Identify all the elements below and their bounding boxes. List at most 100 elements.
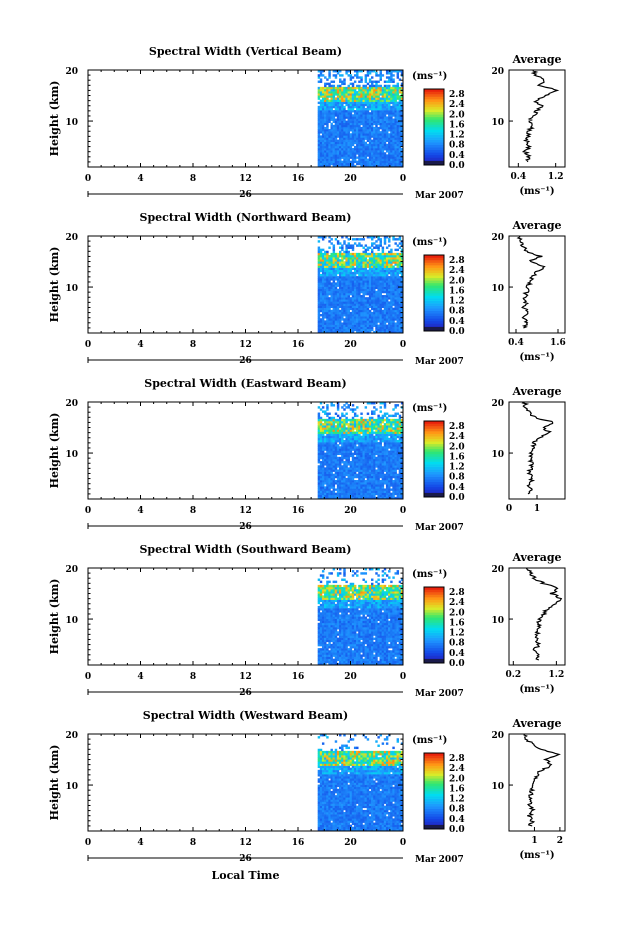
average-y-tick-label: 20 [491,565,504,575]
y-axis-label: Height (km) [48,579,61,655]
colorbar-swatch [424,642,444,646]
average-panel: Average 20 10 0.2 1.2 (ms⁻¹) [491,551,566,695]
average-title: Average [511,385,561,398]
colorbar-tick-label: 0.4 [449,483,465,493]
colorbar-tick-label: 2.8 [449,754,465,764]
colorbar-tick-label: 0.0 [449,659,465,669]
average-x-tick-label: 1.6 [550,338,566,348]
x-tick-label: 0 [400,340,406,350]
y-tick-label: 10 [65,616,78,626]
colorbar-tick-label: 2.0 [449,442,465,452]
colorbar-tick-label: 0.8 [449,805,465,815]
average-x-tick-label: 1.2 [549,670,565,680]
colorbar-frame [423,88,445,166]
colorbar-swatch [424,428,444,432]
colorbar-swatch [424,119,444,123]
colorbar-tick-label: 2.4 [449,100,465,110]
colorbar-swatch [424,453,444,457]
colorbar-swatch [424,780,444,784]
colorbar-swatch [424,456,444,460]
average-profile-line [516,235,546,329]
colorbar-swatch [424,466,444,470]
colorbar-tick-label: 1.2 [449,297,465,307]
colorbar-swatch [424,285,444,289]
colorbar-swatch [424,438,444,442]
y-tick-label: 20 [65,399,78,409]
x-tick-label: 20 [344,672,357,682]
colorbar-frame [423,254,445,332]
colorbar-tick-label: 1.6 [449,618,465,628]
colorbar-swatch [424,602,444,606]
colorbar-tick-label: 0.8 [449,141,465,151]
x-tick-label: 4 [137,672,143,682]
colorbar-tick-label: 1.2 [449,131,465,141]
colorbar-swatch [424,791,444,794]
colorbar-swatch [424,464,444,467]
colorbar-swatch [424,471,444,475]
colorbar-swatch [424,152,444,156]
average-frame [508,567,566,666]
colorbar-swatch [424,770,444,774]
average-x-tick-label: 1 [534,504,540,514]
colorbar-swatch [424,436,444,440]
x-tick-label: 16 [292,506,305,516]
colorbar-swatch [424,270,444,274]
colorbar-swatch [424,327,444,331]
average-x-tick-label: 1.2 [548,172,564,182]
colorbar-swatch [424,806,444,810]
colorbar-swatch [424,821,444,825]
colorbar-swatch [424,474,444,478]
colorbar-swatch [424,597,444,600]
colorbar-swatch [424,277,444,281]
colorbar-tick-label: 2.0 [449,110,465,120]
colorbar-swatch [424,760,444,764]
date-label: 26 [239,688,252,698]
colorbar-swatch [424,287,444,291]
colorbar-swatch [424,124,444,128]
x-tick-label: 0 [85,340,91,350]
average-y-tick-label: 10 [491,782,504,792]
average-x-tick-label: 0.4 [510,172,526,182]
heatmap-cells [317,236,404,334]
x-tick-label: 12 [239,838,252,848]
colorbar-swatch [424,659,444,663]
x-tick-label: 16 [292,672,305,682]
colorbar-swatch [424,635,444,638]
average-y-tick-label: 20 [491,399,504,409]
colorbar-swatch [424,423,444,427]
colorbar-swatch [424,612,444,616]
colorbar-tick-label: 1.6 [449,286,465,296]
panel-title: Spectral Width (Southward Beam) [139,543,351,556]
colorbar-swatch [424,775,444,779]
colorbar-swatch [424,604,444,608]
colorbar-swatch [424,323,444,327]
y-tick-label: 10 [65,450,78,460]
colorbar-swatch [424,594,444,598]
y-tick-label: 20 [65,67,78,77]
month-label: Mar 2007 [415,855,464,865]
average-panel: Average 20 10 1 2(ms⁻¹) [491,717,566,861]
x-tick-label: 12 [239,672,252,682]
colorbar-swatch [424,808,444,812]
colorbar-swatch [424,293,444,296]
average-profile-line [521,69,560,163]
colorbar-swatch [424,459,444,462]
colorbar-swatch [424,154,444,158]
colorbar-swatch [424,267,444,271]
average-frame [508,69,566,168]
panel-5: Spectral Width (Westward Beam)2010Height… [48,709,566,882]
colorbar-swatch [424,803,444,807]
colorbar-swatch [424,765,444,769]
colorbar-swatch [424,265,444,268]
average-profile-line [525,567,563,661]
colorbar: 2.82.42.01.61.20.80.40.0 [423,586,465,669]
colorbar-swatch [424,315,444,319]
colorbar-tick-label: 2.8 [449,90,465,100]
colorbar-swatch [424,149,444,153]
colorbar-swatch [424,486,444,490]
colorbar-swatch [424,493,444,497]
x-tick-label: 4 [137,838,143,848]
colorbar-tick-label: 2.8 [449,588,465,598]
month-label: Mar 2007 [415,191,464,201]
